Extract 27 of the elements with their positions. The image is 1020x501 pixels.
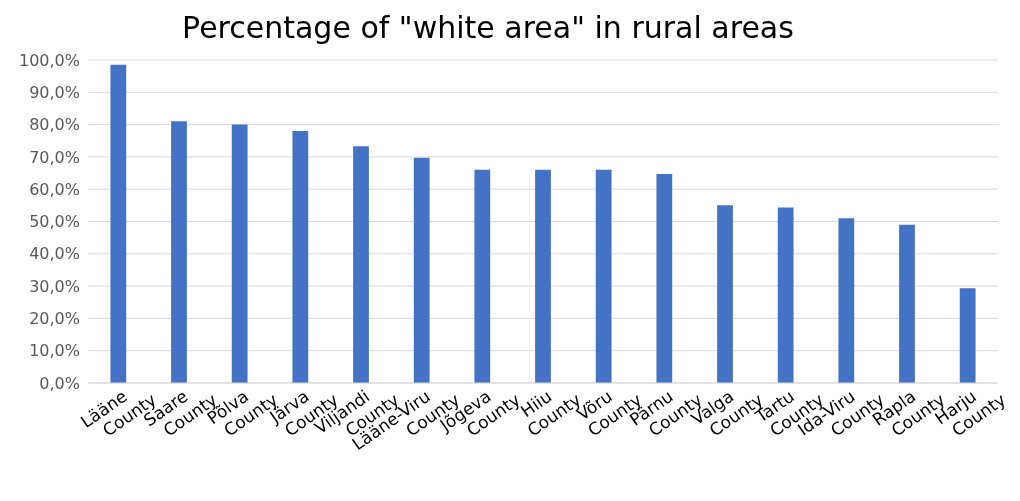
bar — [656, 174, 673, 383]
y-tick-label: 0,0% — [39, 373, 80, 393]
y-tick-label: 20,0% — [29, 309, 80, 329]
y-tick-label: 10,0% — [29, 341, 80, 361]
y-tick-label: 70,0% — [29, 147, 80, 167]
y-tick-label: 40,0% — [29, 244, 80, 264]
bar — [777, 207, 794, 383]
y-tick-label: 30,0% — [29, 276, 80, 296]
bar — [717, 205, 733, 383]
y-tick-label: 80,0% — [29, 115, 80, 135]
y-tick-label: 90,0% — [29, 82, 80, 102]
bar — [959, 288, 976, 383]
bar — [838, 218, 855, 383]
y-tick-label: 60,0% — [29, 179, 80, 199]
bar — [595, 169, 612, 383]
y-tick-label: 50,0% — [29, 212, 80, 232]
bar — [474, 169, 491, 383]
bar — [353, 146, 369, 383]
bar — [292, 131, 309, 383]
bar — [110, 64, 127, 383]
bar — [171, 121, 187, 383]
bar — [413, 157, 430, 383]
y-tick-label: 100,0% — [18, 50, 80, 70]
bar — [899, 224, 915, 383]
chart-title: Percentage of "white area" in rural areas — [181, 9, 795, 47]
bar — [535, 169, 551, 383]
bar — [231, 124, 248, 383]
